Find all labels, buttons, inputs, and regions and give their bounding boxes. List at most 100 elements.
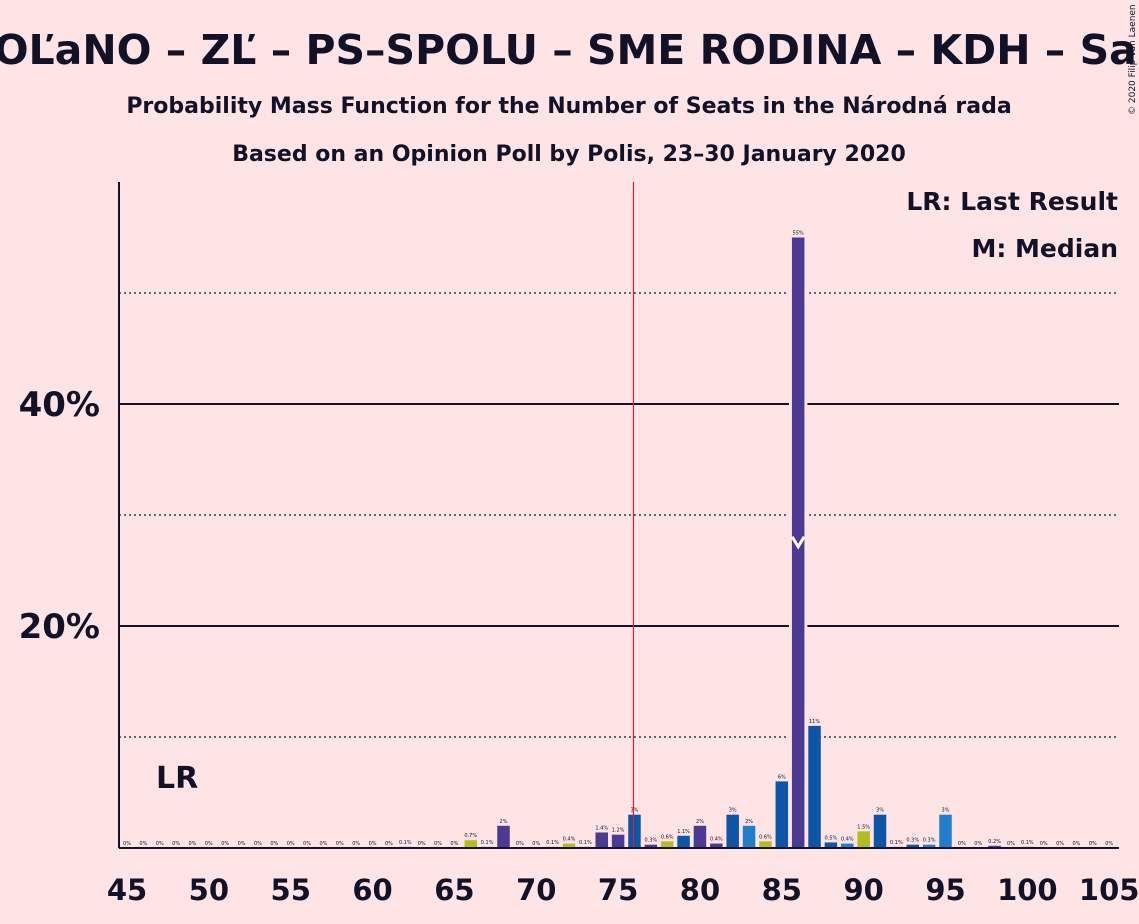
bar-label-51: 0%	[221, 841, 229, 847]
bar-label-53: 0%	[254, 841, 262, 847]
bar-label-52: 0%	[238, 841, 246, 847]
bar-88	[824, 842, 838, 848]
x-tick-100: 100	[997, 873, 1058, 907]
x-tick-80: 80	[680, 873, 720, 907]
bar-84	[759, 841, 772, 848]
bar-76	[628, 814, 641, 848]
bar-label-79: 1.1%	[677, 829, 690, 835]
x-tick-45: 45	[107, 873, 147, 907]
bar-75	[611, 834, 625, 848]
bar-label-71: 0.1%	[546, 840, 559, 846]
bar-label-80: 2%	[696, 819, 704, 825]
bar-label-98: 0.2%	[988, 839, 1001, 845]
legend: LR: Last Result M: Median	[906, 183, 1122, 266]
bar-label-73: 0.1%	[579, 840, 592, 846]
bar-labels: 0% 0% 0% 0% 0% 0% 0% 0% 0% 0% 0% 0% 0% 0% 0% 0% 0% 0.1% 0%…	[123, 231, 1113, 848]
y-tick-40: 40%	[19, 385, 100, 425]
legend-last-result: LR: Last Result	[906, 187, 1118, 216]
bar-label-47: 0%	[156, 841, 164, 847]
bar-label-75: 1.2%	[612, 828, 625, 834]
bar-label-59: 0%	[352, 841, 360, 847]
x-tick-70: 70	[516, 873, 556, 907]
bar-label-81: 0.4%	[710, 837, 723, 843]
bar-90	[857, 831, 870, 848]
bar-label-88: 0.5%	[825, 835, 838, 841]
x-tick-90: 90	[843, 873, 883, 907]
bar-89	[841, 843, 854, 848]
legend-median: M: Median	[971, 234, 1118, 263]
bar-80	[693, 825, 707, 848]
x-tick-60: 60	[352, 873, 392, 907]
bar-label-78: 0.6%	[661, 834, 674, 840]
bar-label-97: 0%	[974, 841, 982, 847]
bar-93	[906, 844, 920, 848]
legend-bg-1	[930, 183, 1122, 221]
x-tick-labels: 45 50 55 60 65 70 75 80 85 90 95 100 105	[107, 873, 1139, 907]
x-tick-75: 75	[598, 873, 638, 907]
bar-label-91: 3%	[876, 808, 884, 814]
x-tick-85: 85	[762, 873, 802, 907]
bar-68	[497, 825, 510, 848]
bar-label-82: 3%	[729, 808, 737, 814]
bar-label-85: 6%	[778, 774, 786, 780]
bar-label-45: 0%	[123, 841, 131, 847]
bar-label-56: 0%	[303, 841, 311, 847]
bar-label-68: 2%	[500, 819, 508, 825]
bar-98	[988, 845, 1001, 848]
markers	[632, 182, 806, 848]
bar-label-63: 0%	[418, 841, 426, 847]
bar-79	[677, 835, 690, 848]
bar-label-83: 2%	[745, 819, 753, 825]
bar-91	[873, 814, 887, 848]
bar-78	[660, 841, 674, 848]
gridlines	[119, 292, 1119, 738]
bar-label-58: 0%	[336, 841, 344, 847]
bar-label-90: 1.5%	[857, 824, 870, 830]
bar-74	[595, 832, 608, 848]
x-tick-65: 65	[434, 873, 474, 907]
bar-label-105: 0%	[1105, 841, 1113, 847]
copyright-text: © 2020 Filip van Laenen	[1128, 4, 1138, 115]
bar-label-102: 0%	[1056, 841, 1064, 847]
bar-label-55: 0%	[287, 841, 295, 847]
last-result-label: LR	[156, 761, 198, 796]
bar-66	[464, 840, 478, 848]
bar-82	[726, 814, 739, 848]
bar-label-74: 1.4%	[595, 825, 608, 831]
bar-label-57: 0%	[319, 841, 327, 847]
bar-83	[742, 825, 756, 848]
bar-label-87: 11%	[809, 719, 820, 725]
bar-86	[791, 237, 805, 848]
x-tick-95: 95	[925, 873, 965, 907]
bar-label-89: 0.4%	[841, 837, 854, 843]
median-marker	[790, 535, 806, 550]
chart-subtitle: Probability Mass Function for the Number…	[126, 94, 1011, 119]
bar-label-95: 3%	[942, 808, 950, 814]
x-tick-50: 50	[189, 873, 229, 907]
bar-72	[562, 843, 576, 848]
y-tick-20: 20%	[19, 607, 100, 647]
bar-label-94: 0.3%	[923, 838, 936, 844]
chart-title: OĽaNO – ZĽ – PS–SPOLU – SME RODINA – KDH…	[0, 26, 1139, 74]
bar-label-101: 0%	[1040, 841, 1048, 847]
bar-label-76: 3%	[631, 808, 639, 814]
bar-label-100: 0.1%	[1021, 840, 1034, 846]
bar-label-54: 0%	[270, 841, 278, 847]
y-tick-labels: 20% 40%	[19, 385, 100, 647]
bar-label-103: 0%	[1072, 841, 1080, 847]
bars	[399, 237, 1034, 848]
bar-label-61: 0%	[385, 841, 393, 847]
bar-label-67: 0.1%	[481, 840, 494, 846]
bar-label-65: 0%	[450, 841, 458, 847]
bar-85	[775, 781, 789, 848]
bar-label-62: 0.1%	[399, 840, 412, 846]
bar-label-93: 0.3%	[906, 838, 919, 844]
bar-label-92: 0.1%	[890, 840, 903, 846]
x-tick-55: 55	[271, 873, 311, 907]
bar-label-96: 0%	[958, 841, 966, 847]
bar-95	[939, 814, 952, 848]
legend-bg-2	[975, 228, 1122, 266]
bar-label-69: 0%	[516, 841, 524, 847]
bar-label-50: 0%	[205, 841, 213, 847]
